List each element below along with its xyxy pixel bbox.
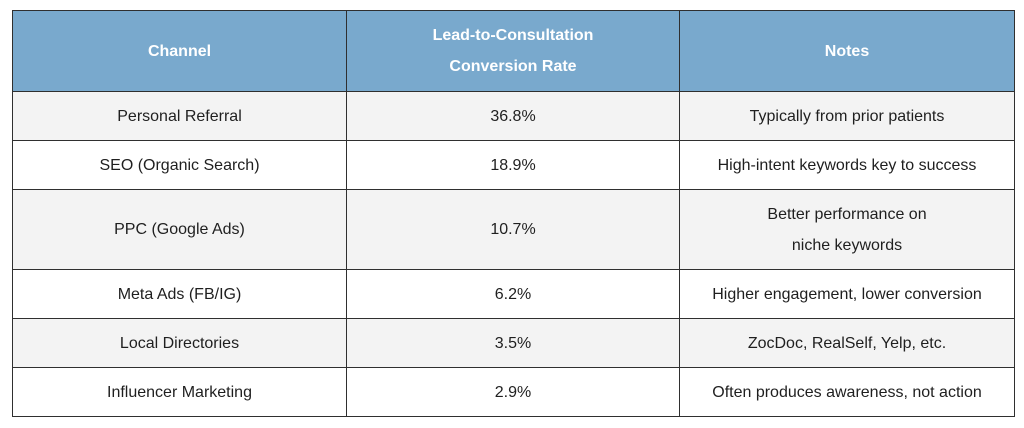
cell-channel: SEO (Organic Search) <box>12 140 347 190</box>
cell-channel: Local Directories <box>12 318 347 368</box>
cell-notes: High-intent keywords key to success <box>679 140 1015 190</box>
cell-notes: Better performance on niche keywords <box>679 189 1015 270</box>
table-row: PPC (Google Ads) 10.7% Better performance … <box>12 189 1015 270</box>
conversion-rate-table: Channel Lead-to-Consultation Conversion … <box>12 10 1015 417</box>
header-channel: Channel <box>12 10 347 92</box>
cell-notes: Typically from prior patients <box>679 91 1015 141</box>
cell-notes: ZocDoc, RealSelf, Yelp, etc. <box>679 318 1015 368</box>
cell-channel: PPC (Google Ads) <box>12 189 347 270</box>
cell-conversion-rate: 6.2% <box>346 269 680 319</box>
header-conversion-rate: Lead-to-Consultation Conversion Rate <box>346 10 680 92</box>
header-rate-line-2: Conversion Rate <box>449 58 577 75</box>
notes-line: ZocDoc, RealSelf, Yelp, etc. <box>747 334 947 352</box>
header-notes: Notes <box>679 10 1015 92</box>
table-row: SEO (Organic Search) 18.9% High-intent key… <box>12 140 1015 190</box>
cell-channel: Influencer Marketing <box>12 367 347 417</box>
cell-notes: Higher engagement, lower conversion <box>679 269 1015 319</box>
table-row: Influencer Marketing 2.9% Often produces a… <box>12 367 1015 417</box>
table-row: Local Directories 3.5% ZocDoc, RealSelf, Y… <box>12 318 1015 368</box>
cell-notes: Often produces awareness, not action <box>679 367 1015 417</box>
conversion-table-container: Channel Lead-to-Consultation Conversion … <box>12 10 1015 417</box>
notes-line: High-intent keywords key to success <box>717 156 977 174</box>
table-row: Personal Referral 36.8% Typically from pri… <box>12 91 1015 141</box>
cell-conversion-rate: 2.9% <box>346 367 680 417</box>
cell-conversion-rate: 36.8% <box>346 91 680 141</box>
notes-line: Typically from prior patients <box>749 107 945 125</box>
table-header-row: Channel Lead-to-Consultation Conversion … <box>12 10 1015 92</box>
cell-conversion-rate: 10.7% <box>346 189 680 270</box>
notes-line: Better performance on <box>767 205 927 223</box>
cell-conversion-rate: 18.9% <box>346 140 680 190</box>
table-row: Meta Ads (FB/IG) 6.2% Higher engagement, l… <box>12 269 1015 319</box>
cell-conversion-rate: 3.5% <box>346 318 680 368</box>
table-body: Personal Referral 36.8% Typically from pri… <box>12 91 1015 417</box>
notes-line: niche keywords <box>791 236 903 254</box>
cell-channel: Personal Referral <box>12 91 347 141</box>
notes-line: Higher engagement, lower conversion <box>712 285 982 303</box>
header-rate-line-1: Lead-to-Consultation <box>432 27 594 44</box>
cell-channel: Meta Ads (FB/IG) <box>12 269 347 319</box>
notes-line: Often produces awareness, not action <box>712 383 982 401</box>
